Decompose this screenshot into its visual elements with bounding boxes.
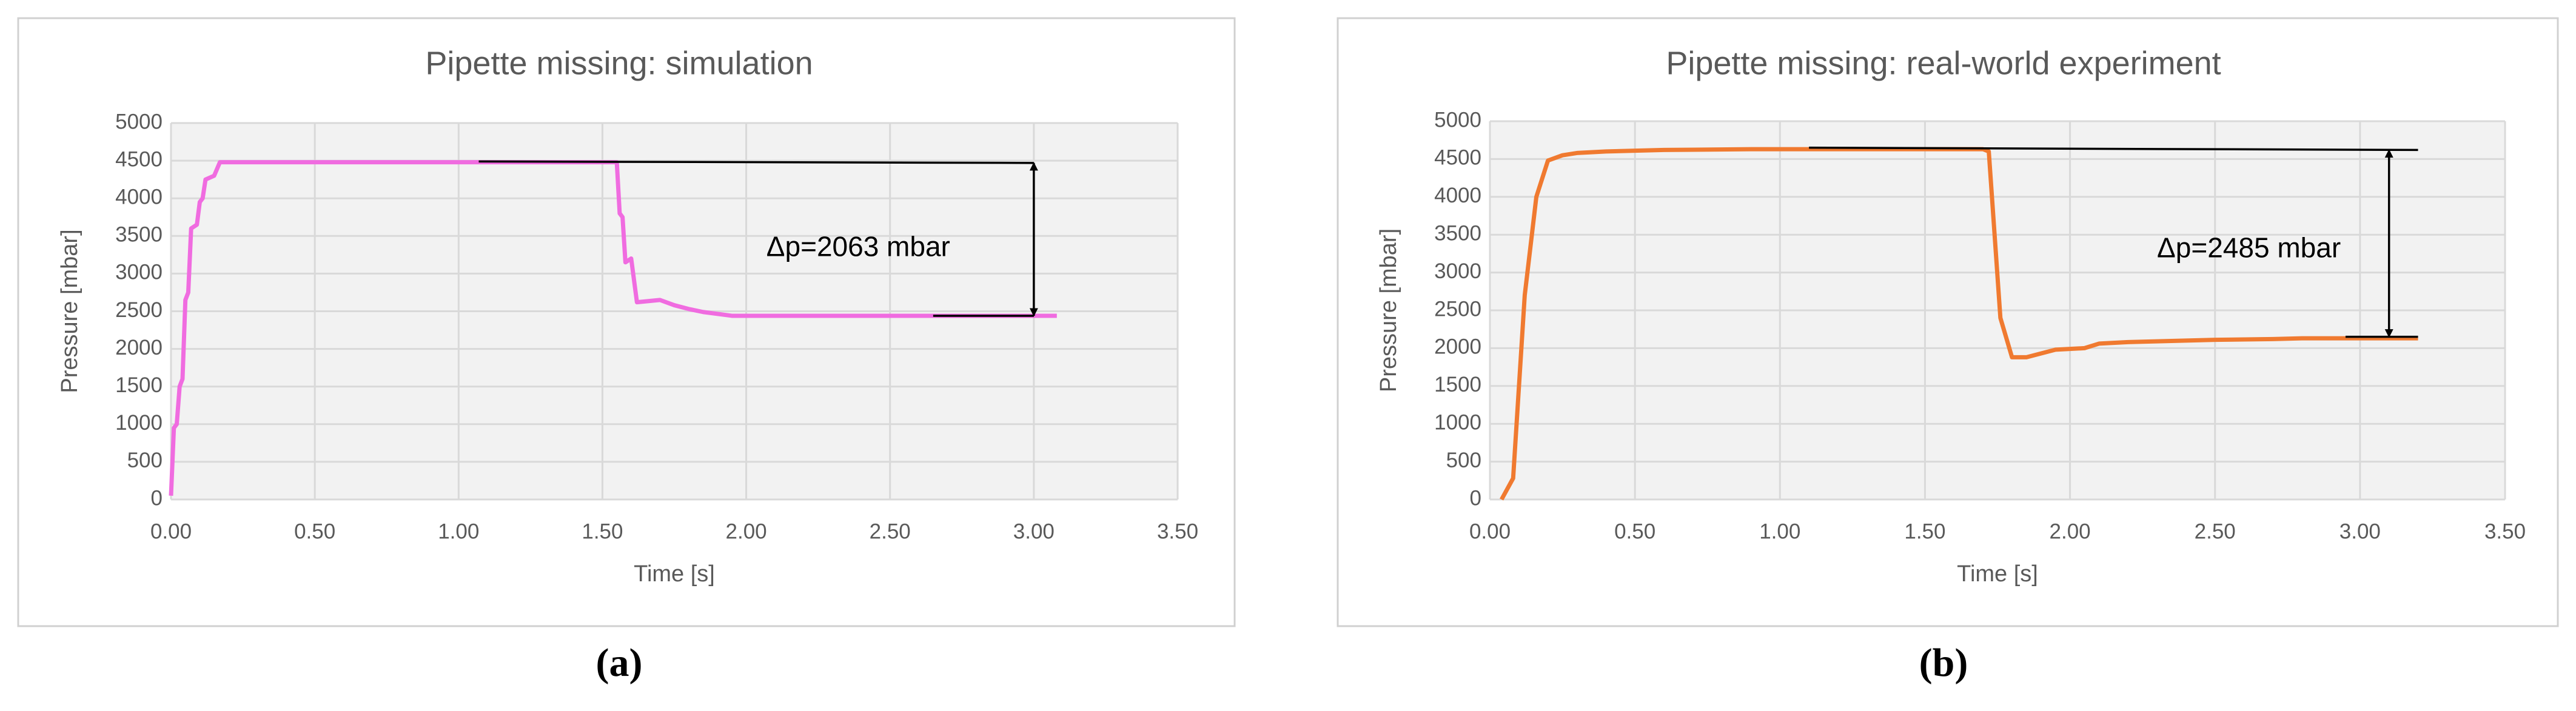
chart-title: Pipette missing: simulation	[425, 45, 813, 81]
x-tick-label: 3.50	[1157, 519, 1198, 543]
y-tick-label: 3500	[115, 223, 163, 247]
x-tick-label: 1.50	[1904, 519, 1945, 543]
y-tick-label: 0	[1470, 486, 1481, 510]
annotation: Δp=2063 mbar	[766, 231, 950, 262]
chart-title: Pipette missing: real-world experiment	[1666, 45, 2221, 81]
x-axis-title: Time [s]	[634, 561, 715, 587]
y-tick-label: 1500	[115, 373, 163, 397]
y-tick-label: 4500	[115, 147, 163, 171]
y-axis-title: Pressure [mbar]	[57, 229, 82, 393]
caption: (a)	[596, 641, 643, 685]
x-tick-label: 3.00	[2340, 519, 2381, 543]
y-tick-label: 3000	[115, 261, 163, 284]
data-line	[169, 160, 1057, 496]
y-tick-label: 3500	[1434, 221, 1481, 245]
caption: (b)	[1919, 641, 1968, 685]
x-tick-label: 0.00	[1469, 519, 1511, 543]
reference-line	[478, 160, 1034, 164]
x-tick-label: 0.00	[150, 519, 192, 543]
y-tick-label: 4500	[1434, 146, 1481, 170]
y-tick-label: 1000	[1434, 410, 1481, 434]
y-tick-label: 1500	[1434, 373, 1481, 396]
x-tick-label: 1.00	[438, 519, 479, 543]
y-tick-label: 0	[151, 486, 163, 510]
x-tick-label: 2.00	[726, 519, 767, 543]
y-tick-label: 2000	[1434, 335, 1481, 359]
x-tick-label: 2.50	[870, 519, 911, 543]
y-tick-label: 2000	[115, 336, 163, 359]
x-axis-title: Time [s]	[1957, 561, 2038, 587]
annotation: Δp=2485 mbar	[2157, 232, 2341, 263]
y-tick-label: 2500	[115, 298, 163, 322]
x-tick-label: 1.00	[1759, 519, 1800, 543]
y-tick-label: 3000	[1434, 259, 1481, 283]
x-tick-label: 0.50	[1614, 519, 1655, 543]
y-tick-label: 1000	[115, 411, 163, 435]
x-tick-label: 0.50	[294, 519, 335, 543]
x-tick-label: 3.50	[2484, 519, 2526, 543]
y-tick-label: 4000	[1434, 184, 1481, 207]
data-line	[1500, 147, 2418, 501]
x-tick-label: 2.00	[2050, 519, 2091, 543]
y-axis-title: Pressure [mbar]	[1376, 229, 1401, 392]
y-tick-label: 4000	[115, 185, 163, 209]
x-tick-label: 2.50	[2195, 519, 2236, 543]
y-tick-label: 5000	[115, 110, 163, 133]
y-tick-label: 5000	[1434, 108, 1481, 132]
y-tick-label: 500	[1446, 449, 1481, 472]
y-tick-label: 500	[127, 449, 163, 472]
reference-line	[1809, 146, 2418, 152]
x-tick-label: 1.50	[582, 519, 623, 543]
y-tick-label: 2500	[1434, 297, 1481, 321]
x-tick-label: 3.00	[1013, 519, 1055, 543]
